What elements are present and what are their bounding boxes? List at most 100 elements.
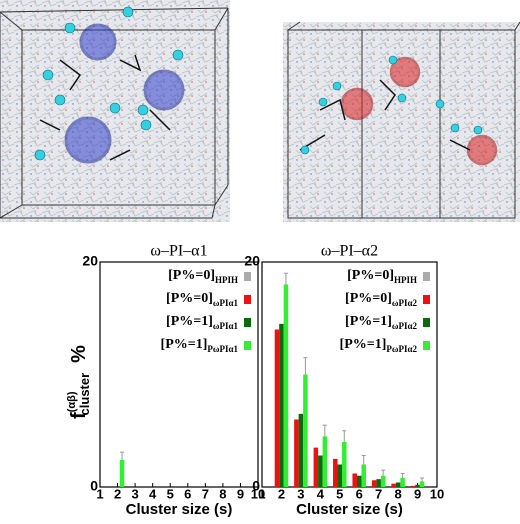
bar bbox=[333, 458, 338, 487]
y-tick-label: 20 bbox=[82, 253, 98, 269]
legend-swatch bbox=[244, 318, 251, 327]
bar bbox=[352, 473, 357, 487]
x-tick-label: 3 bbox=[297, 486, 304, 501]
error-bar bbox=[400, 473, 405, 478]
legend-swatch bbox=[423, 295, 430, 304]
legend-name: [P%=0] bbox=[166, 291, 213, 306]
x-tick-label: 7 bbox=[202, 486, 209, 501]
bar bbox=[274, 329, 280, 487]
legend-label: [P%=0]ωPIα1 bbox=[166, 291, 238, 308]
legend-name: [P%=1] bbox=[345, 314, 392, 329]
bar bbox=[395, 482, 401, 487]
x-axis-label: Cluster size (s) bbox=[296, 501, 403, 518]
bar bbox=[313, 447, 319, 487]
bar bbox=[380, 475, 386, 487]
bar bbox=[371, 480, 377, 487]
legend-subscript: ωPIα2 bbox=[392, 321, 418, 331]
legend-subscript: HPIH bbox=[394, 275, 417, 285]
plot-frame bbox=[99, 261, 259, 488]
x-tick-label: 5 bbox=[167, 486, 174, 501]
chart-title: ω–PI–α1 bbox=[150, 243, 207, 260]
legend-label: [P%=1]PωPIα2 bbox=[340, 337, 418, 354]
legend-subscript: PωPIα2 bbox=[386, 344, 417, 354]
legend-subscript: ωPIα1 bbox=[213, 298, 239, 308]
y-tick-label: 0 bbox=[90, 478, 98, 494]
legend-subscript: PωPIα1 bbox=[207, 344, 238, 354]
legend-label: [P%=0]HPIH bbox=[347, 268, 417, 285]
bar bbox=[294, 419, 299, 487]
x-tick-label: 10 bbox=[430, 486, 444, 501]
bar bbox=[318, 455, 323, 487]
legend-name: [P%=0] bbox=[345, 291, 392, 306]
error-bar bbox=[322, 424, 327, 437]
plot-frame bbox=[261, 261, 438, 488]
x-tick-label: 10 bbox=[251, 486, 265, 501]
x-tick-label: 2 bbox=[278, 486, 285, 501]
legend-label: [P%=0]ωPIα2 bbox=[345, 291, 417, 308]
bar bbox=[283, 284, 289, 487]
bar bbox=[415, 484, 420, 487]
x-tick-label: 5 bbox=[336, 486, 343, 501]
y-label-suffix: % bbox=[68, 345, 90, 363]
x-tick-label: 3 bbox=[131, 486, 138, 501]
y-tick-label: 20 bbox=[244, 253, 260, 269]
bar bbox=[391, 483, 396, 487]
bar bbox=[356, 475, 362, 487]
x-tick-label: 6 bbox=[356, 486, 363, 501]
y-label-superscript: (αβ) bbox=[66, 391, 78, 412]
bar bbox=[337, 464, 343, 487]
y-label-main: f bbox=[68, 412, 90, 419]
x-tick-label: 1 bbox=[96, 486, 103, 501]
legend-swatch bbox=[423, 318, 430, 327]
x-tick-label: 6 bbox=[184, 486, 191, 501]
simulation-snapshot-left bbox=[0, 0, 230, 222]
legend-swatch bbox=[244, 272, 251, 281]
bar bbox=[279, 323, 284, 487]
bar bbox=[303, 374, 308, 487]
legend-name: [P%=1] bbox=[166, 314, 213, 329]
legend-swatch bbox=[423, 272, 430, 281]
legend-name: [P%=0] bbox=[168, 268, 215, 283]
x-tick-label: 7 bbox=[375, 486, 382, 501]
x-tick-label: 9 bbox=[237, 486, 244, 501]
chart-title: ω–PI–α2 bbox=[321, 243, 378, 260]
legend-name: [P%=0] bbox=[347, 268, 394, 283]
legend-name: [P%=1] bbox=[161, 337, 208, 352]
error-bar bbox=[303, 357, 308, 375]
x-tick-label: 2 bbox=[114, 486, 121, 501]
bar bbox=[400, 478, 405, 487]
x-tick-label: 8 bbox=[219, 486, 226, 501]
bar bbox=[376, 479, 381, 487]
error-bar bbox=[361, 455, 366, 465]
error-bar bbox=[381, 469, 386, 476]
bar bbox=[410, 485, 416, 487]
x-tick-label: 9 bbox=[414, 486, 421, 501]
legend-subscript: ωPIα2 bbox=[392, 298, 418, 308]
legend-swatch bbox=[244, 295, 251, 304]
error-bar bbox=[420, 477, 425, 482]
legend-label: [P%=0]HPIH bbox=[168, 268, 238, 285]
legend-label: [P%=1]ωPIα2 bbox=[345, 314, 417, 331]
y-axis-label: f(αβ)cluster% bbox=[66, 345, 93, 419]
error-bar bbox=[283, 272, 288, 285]
simulation-snapshot-right bbox=[283, 21, 520, 222]
bar bbox=[298, 413, 304, 487]
y-label-subscript: cluster bbox=[77, 373, 92, 416]
x-tick-label: 1 bbox=[258, 486, 265, 501]
error-bar bbox=[342, 430, 347, 442]
legend-name: [P%=1] bbox=[340, 337, 387, 352]
legend-label: [P%=1]PωPIα1 bbox=[161, 337, 239, 354]
bar bbox=[119, 460, 125, 487]
error-bar bbox=[120, 451, 125, 460]
legend-swatch bbox=[423, 341, 430, 350]
x-tick-label: 4 bbox=[149, 486, 157, 501]
bar bbox=[419, 481, 425, 487]
x-axis-label: Cluster size (s) bbox=[126, 501, 233, 518]
legend-subscript: HPIH bbox=[215, 275, 238, 285]
bar bbox=[361, 464, 366, 487]
x-tick-label: 8 bbox=[394, 486, 401, 501]
legend-label: [P%=1]ωPIα1 bbox=[166, 314, 238, 331]
bar bbox=[342, 442, 347, 487]
x-tick-label: 4 bbox=[317, 486, 325, 501]
